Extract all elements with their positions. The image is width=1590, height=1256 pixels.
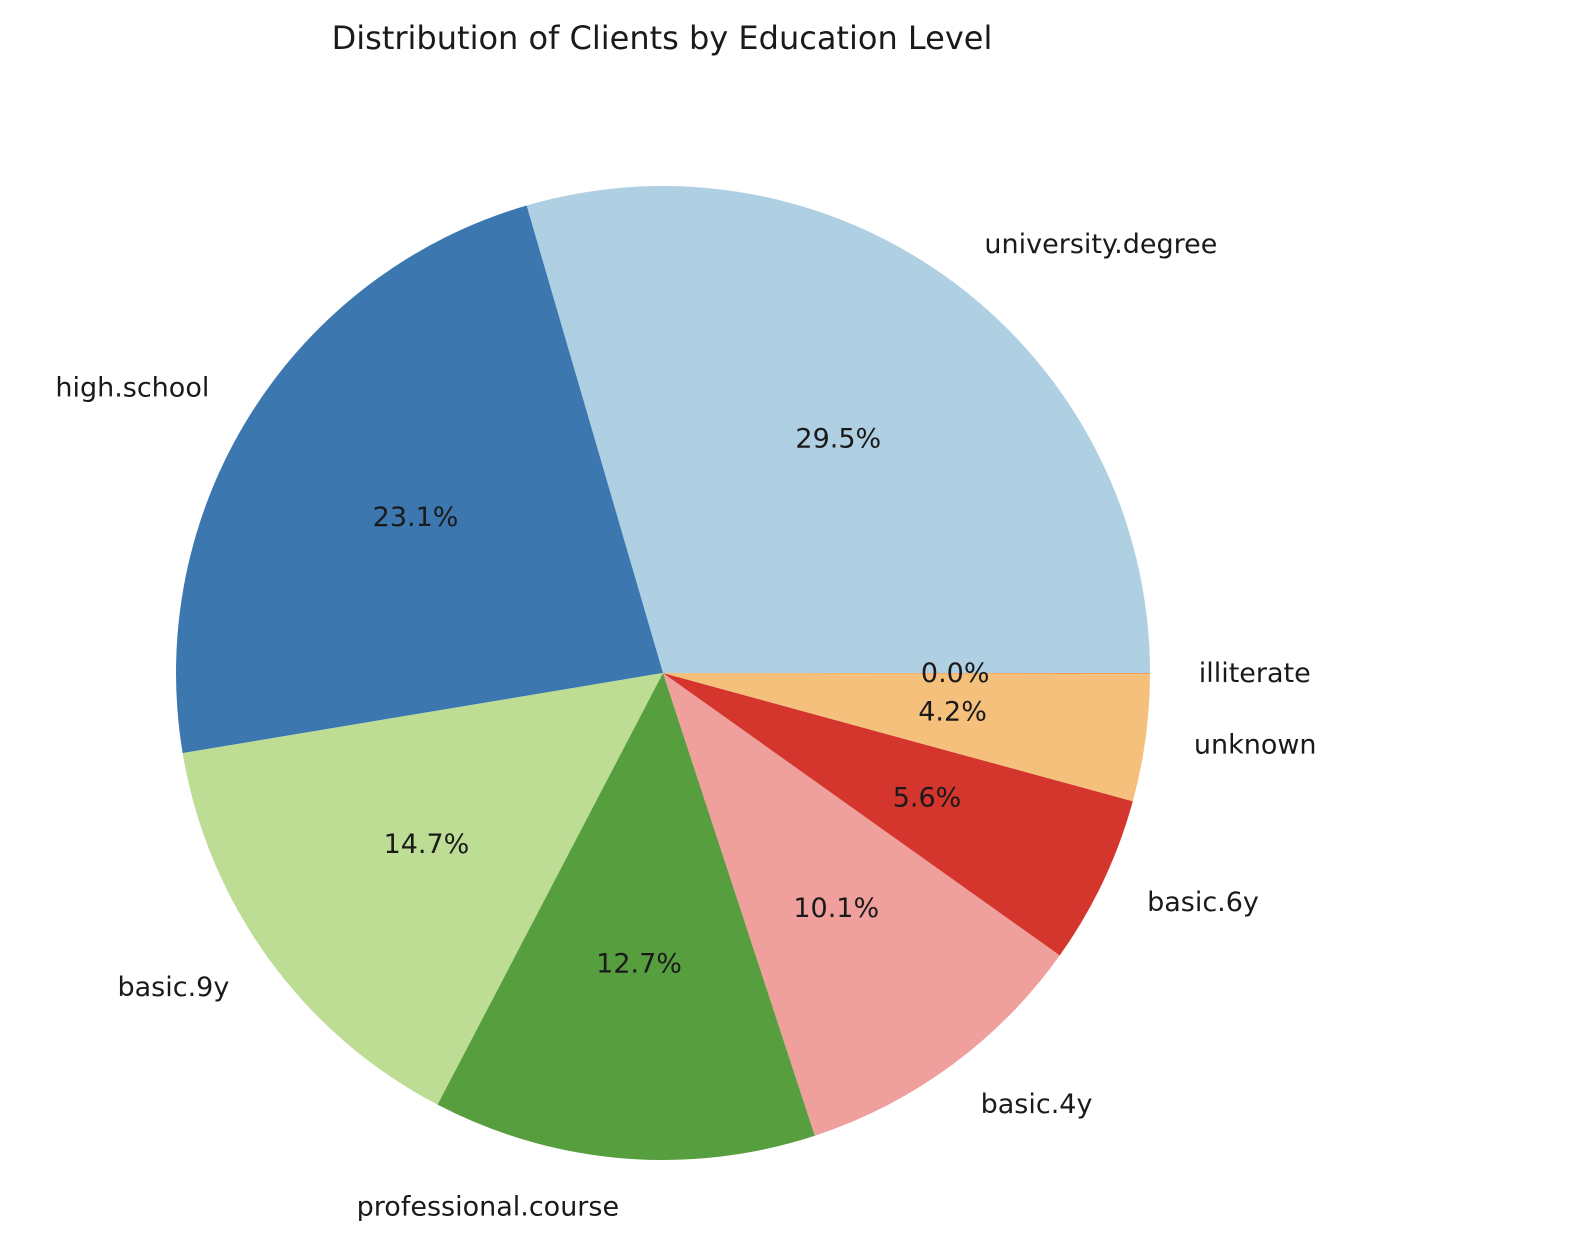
chart-title: Distribution of Clients by Education Lev… — [332, 19, 993, 57]
slice-label-high-school: high.school — [55, 373, 209, 404]
percent-label-high-school: 23.1% — [373, 502, 459, 533]
slice-label-professional-course: professional.course — [357, 1191, 619, 1222]
percent-label-basic-6y: 5.6% — [893, 783, 962, 814]
slice-label-university-degree: university.degree — [984, 229, 1217, 260]
percent-label-basic-4y: 10.1% — [793, 893, 879, 924]
category-labels: university.degree high.school basic.9y prof… — [55, 229, 1316, 1222]
pie-slice-university-degree — [526, 185, 1150, 674]
percent-label-university-degree: 29.5% — [795, 424, 881, 455]
pie-slice-professional-course — [437, 673, 815, 1160]
pie-slice-illiterate — [663, 673, 1150, 675]
pie-slice-basic-4y — [663, 673, 1060, 1136]
percent-label-illiterate: 0.0% — [921, 658, 990, 689]
pie-slice-unknown — [663, 673, 1150, 802]
slice-label-illiterate: illiterate — [1199, 658, 1311, 689]
slice-label-basic-9y: basic.9y — [117, 972, 229, 1003]
percent-labels: 29.5% 23.1% 14.7% 12.7% 10.1% 5.6% 4.2% 0.0% — [373, 424, 990, 980]
pie-slice-basic-9y — [182, 673, 664, 1105]
pie-slice-basic-6y — [663, 673, 1133, 956]
percent-label-unknown: 4.2% — [918, 697, 987, 728]
percent-label-basic-9y: 14.7% — [384, 829, 470, 860]
percent-label-professional-course: 12.7% — [596, 949, 682, 980]
slice-label-unknown: unknown — [1194, 729, 1317, 760]
pie-slices — [175, 185, 1150, 1160]
slice-label-basic-4y: basic.4y — [981, 1089, 1093, 1120]
pie-slice-high-school — [175, 205, 663, 754]
slice-label-basic-6y: basic.6y — [1147, 887, 1259, 918]
